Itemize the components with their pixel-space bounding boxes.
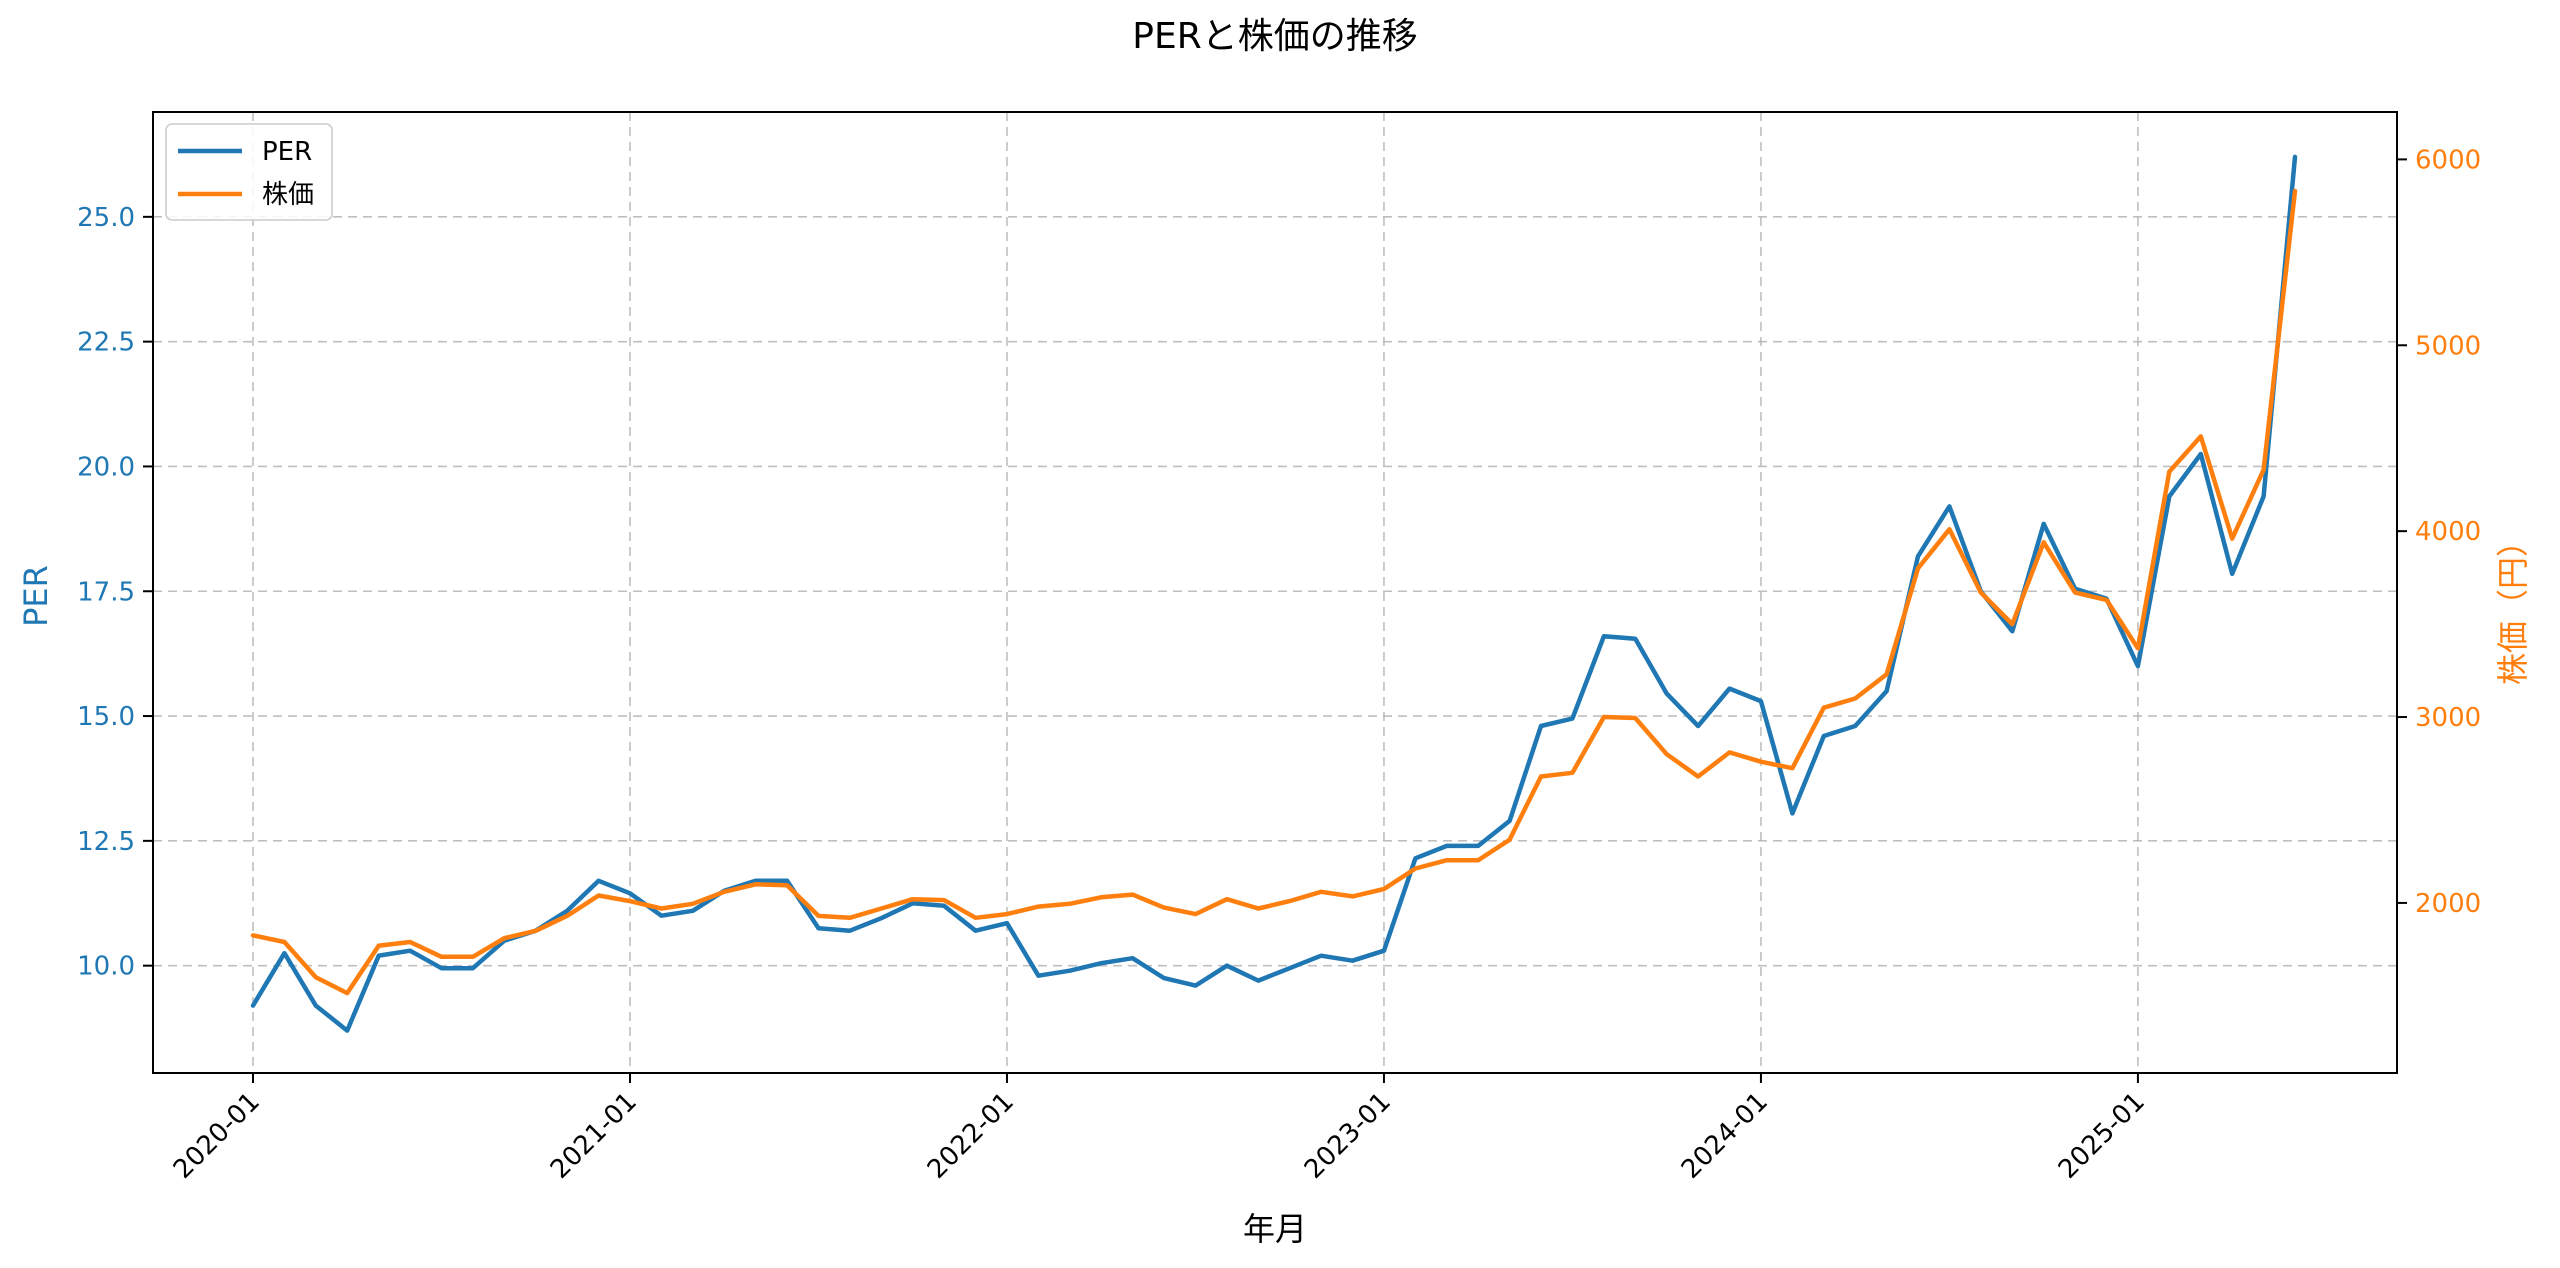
series-line-per [250, 154, 2298, 1033]
legend-label-price: 株価 [262, 180, 314, 210]
chart-title: PERと株価の推移 [1132, 16, 1417, 57]
y-left-tick-label: 25.0 [77, 203, 135, 233]
y-left-tick-label: 22.5 [77, 328, 135, 358]
series-line-price [250, 188, 2298, 996]
y-axis-left-label: PER [17, 565, 55, 627]
y-axis-right-label: 株価（円） [2494, 525, 2532, 685]
x-axis-label: 年月 [1243, 1210, 1307, 1248]
y-left-tick-label: 17.5 [77, 577, 135, 607]
y-right-tick-label: 2000 [2415, 889, 2481, 919]
y-right-tick-label: 5000 [2415, 331, 2481, 361]
y-left-tick-label: 10.0 [77, 952, 135, 982]
plot-frame [152, 111, 2398, 1074]
y-left-tick-label: 12.5 [77, 827, 135, 857]
y-left-tick-label: 20.0 [77, 452, 135, 482]
series-layer [250, 154, 2298, 1033]
y-right-tick-label: 3000 [2415, 703, 2481, 733]
legend: PER 株価 [165, 123, 333, 221]
legend-label-per: PER [262, 137, 312, 167]
y-right-tick-label: 4000 [2415, 517, 2481, 547]
y-right-tick-label: 6000 [2415, 145, 2481, 175]
y-left-tick-label: 15.0 [77, 702, 135, 732]
